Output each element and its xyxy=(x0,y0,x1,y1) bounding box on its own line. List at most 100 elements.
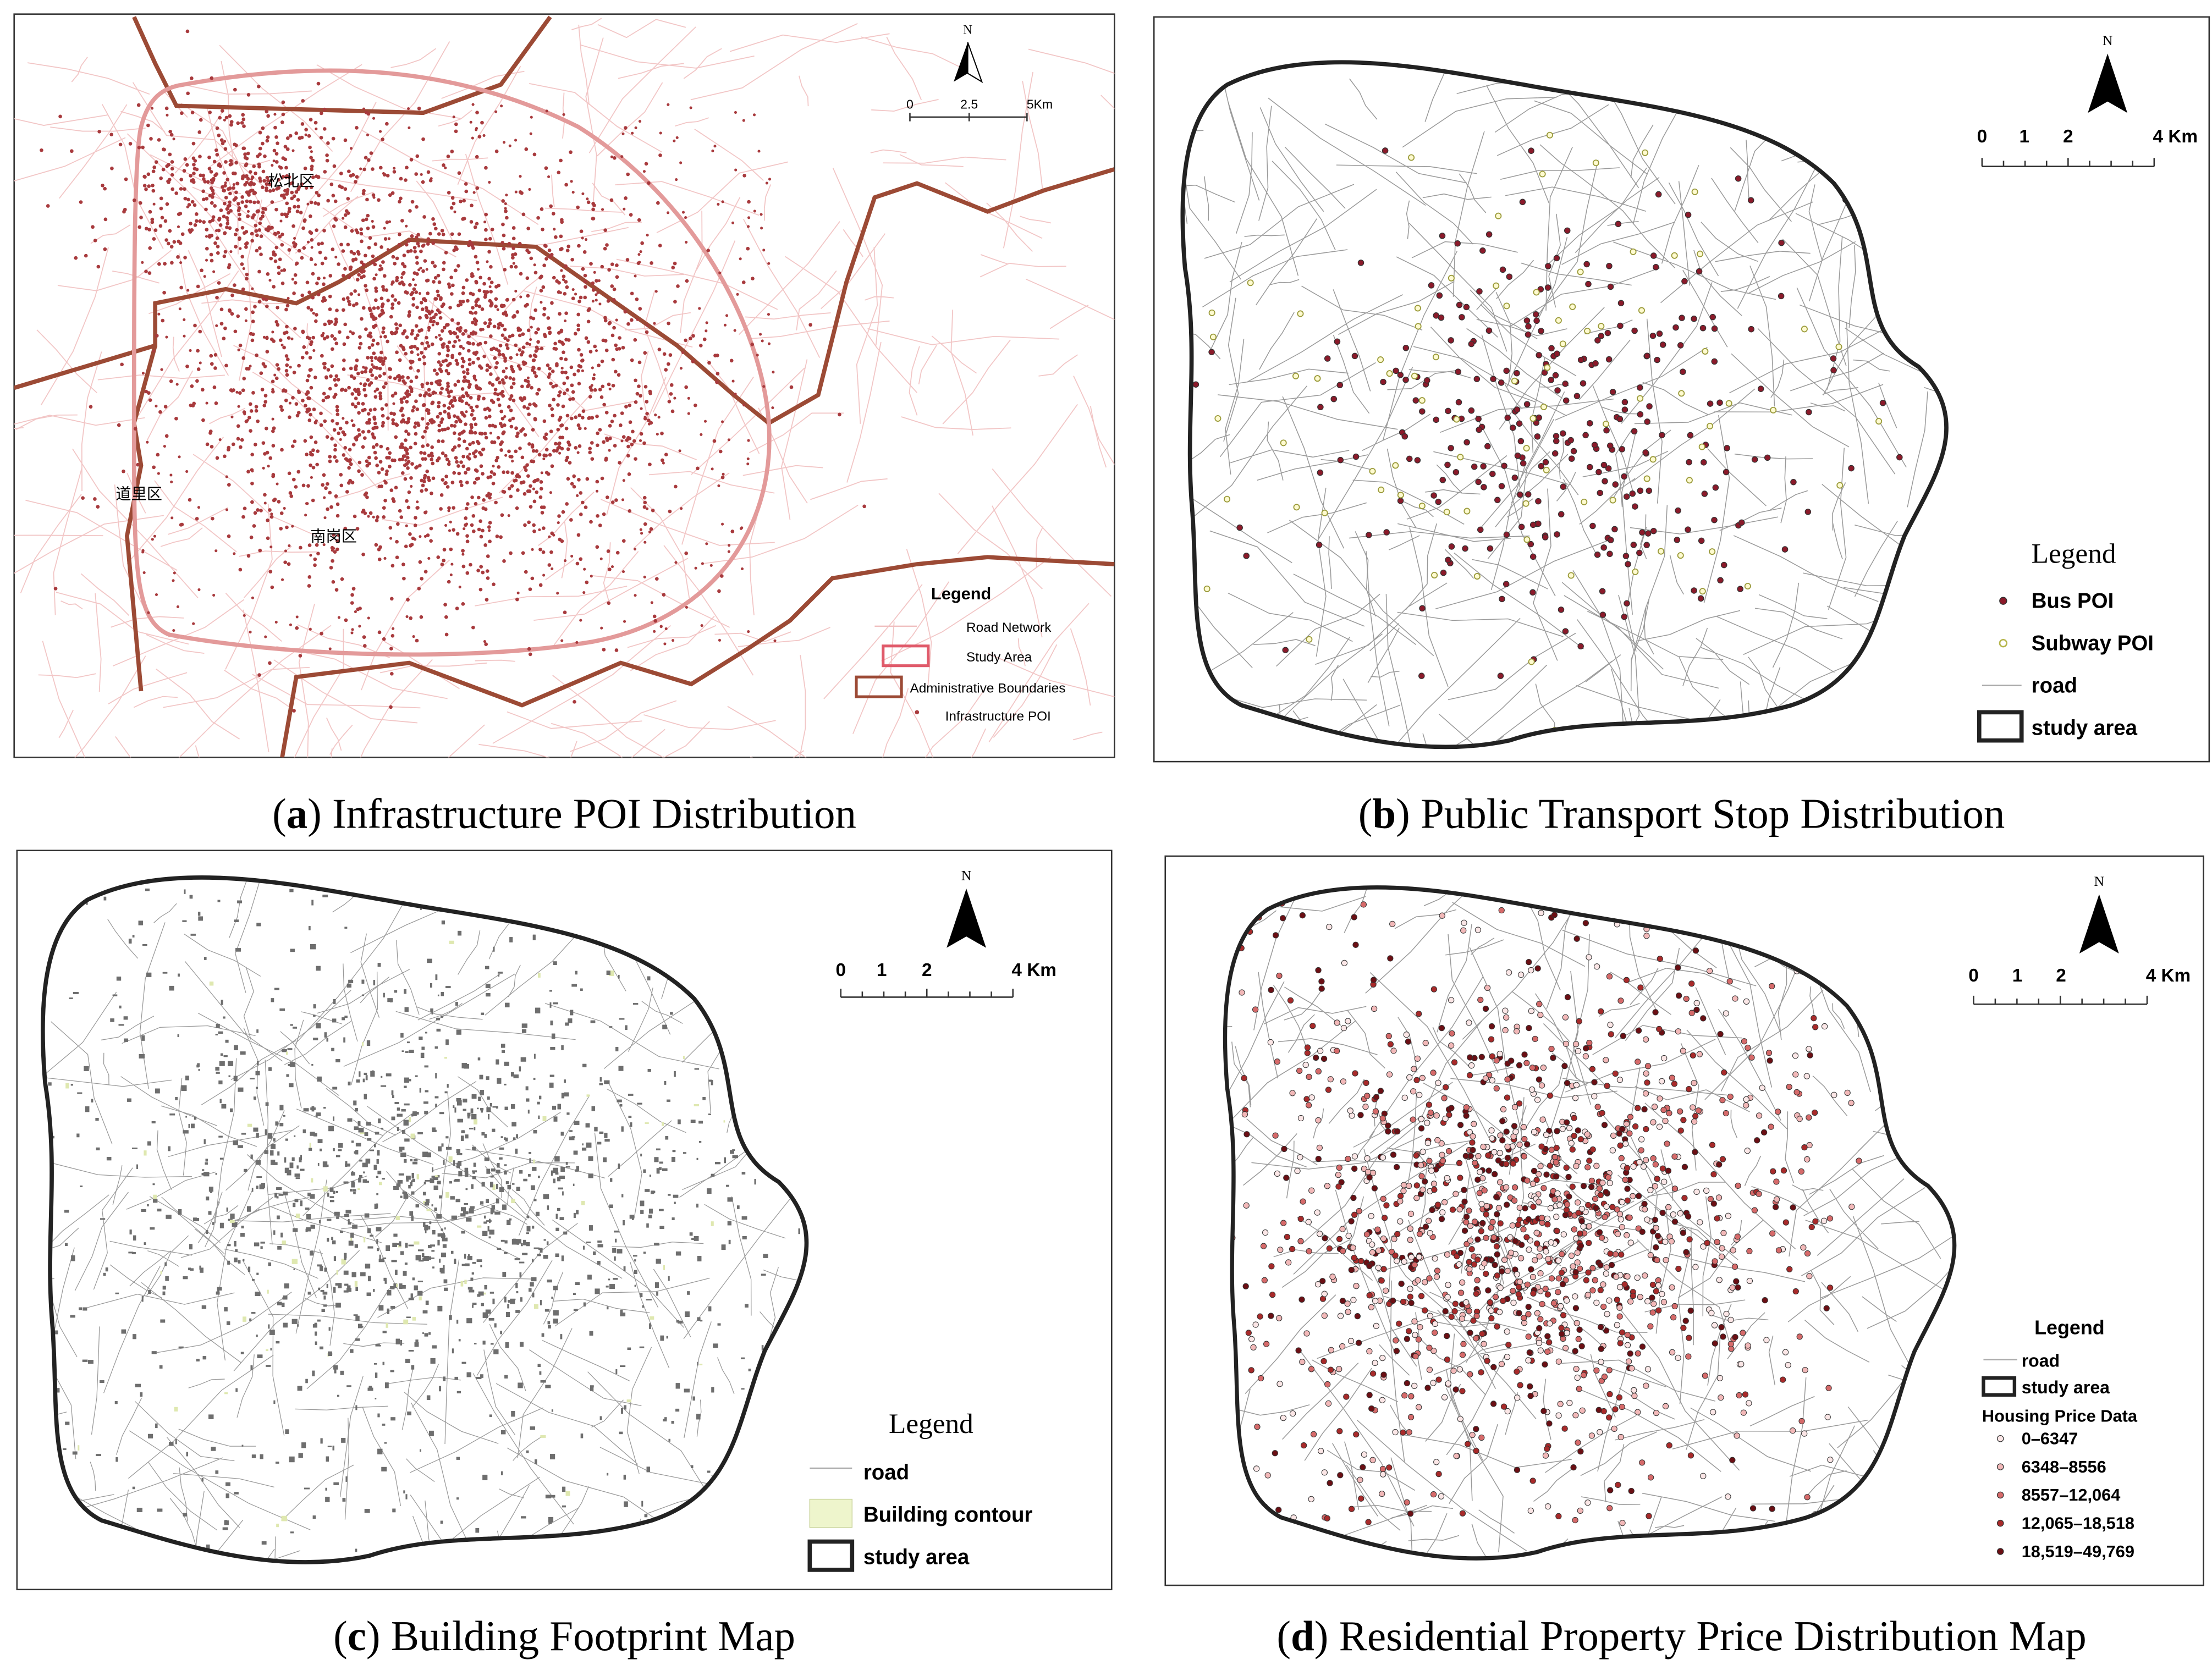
subway-stop xyxy=(1658,548,1665,555)
poi xyxy=(474,318,478,323)
road xyxy=(594,1132,659,1308)
poi xyxy=(488,475,493,479)
poi xyxy=(518,333,522,338)
poi xyxy=(452,528,456,532)
poi xyxy=(588,450,592,455)
poi xyxy=(531,428,535,432)
poi xyxy=(223,118,226,122)
poi xyxy=(367,246,371,250)
road xyxy=(1486,85,1550,203)
poi xyxy=(381,285,385,289)
poi xyxy=(443,427,447,432)
road xyxy=(571,18,602,30)
poi xyxy=(503,310,508,315)
poi xyxy=(573,475,576,478)
poi xyxy=(151,183,155,188)
bus-stop xyxy=(1562,628,1569,635)
poi xyxy=(669,392,673,396)
poi xyxy=(236,437,240,441)
poi xyxy=(550,464,554,468)
road xyxy=(1714,384,1884,413)
poi xyxy=(401,375,405,379)
poi xyxy=(429,316,433,321)
road xyxy=(781,359,808,520)
bus-stop xyxy=(1646,403,1653,410)
poi xyxy=(457,437,461,441)
bus-stop xyxy=(1487,545,1494,552)
poi xyxy=(420,417,425,421)
poi xyxy=(110,166,114,170)
poi xyxy=(323,496,326,499)
poi xyxy=(394,486,398,490)
poi xyxy=(525,463,529,467)
poi xyxy=(222,189,225,192)
road xyxy=(1707,448,1767,506)
poi xyxy=(163,445,166,448)
road xyxy=(860,36,969,71)
poi xyxy=(293,327,297,330)
poi xyxy=(359,341,363,346)
poi xyxy=(516,364,521,368)
poi xyxy=(502,370,506,373)
road xyxy=(284,1021,351,1065)
road xyxy=(1038,354,1078,377)
road xyxy=(412,1515,493,1563)
poi xyxy=(296,205,300,209)
road xyxy=(116,1398,142,1455)
poi xyxy=(422,479,426,484)
poi xyxy=(118,142,123,147)
poi xyxy=(548,372,552,376)
poi xyxy=(141,372,145,375)
poi xyxy=(366,412,371,416)
road xyxy=(184,934,261,977)
poi xyxy=(382,326,386,330)
poi xyxy=(628,437,632,440)
poi xyxy=(721,522,724,526)
poi xyxy=(323,170,327,174)
poi xyxy=(467,243,471,247)
poi xyxy=(576,423,581,427)
poi xyxy=(406,417,411,421)
poi xyxy=(199,118,203,122)
bus-stop xyxy=(1324,355,1331,362)
poi xyxy=(243,156,247,160)
poi xyxy=(354,366,357,370)
scale-label: 5Km xyxy=(1027,97,1053,112)
poi xyxy=(382,172,386,175)
poi xyxy=(437,439,441,443)
poi xyxy=(430,418,434,422)
poi xyxy=(282,345,286,350)
poi xyxy=(715,380,719,384)
poi xyxy=(526,328,531,333)
poi xyxy=(542,457,546,460)
poi xyxy=(205,246,209,251)
poi xyxy=(370,373,375,377)
poi xyxy=(553,228,556,231)
poi xyxy=(489,280,494,285)
poi xyxy=(630,318,634,322)
poi xyxy=(307,543,312,547)
poi xyxy=(146,123,150,128)
bus-stop xyxy=(1611,526,1618,533)
bus-stop xyxy=(1455,399,1462,406)
poi xyxy=(535,449,539,453)
poi xyxy=(747,216,751,219)
road xyxy=(1826,236,1843,390)
poi xyxy=(290,190,294,195)
poi xyxy=(474,322,478,326)
poi xyxy=(450,196,455,200)
poi xyxy=(251,391,255,395)
poi xyxy=(411,409,415,413)
poi xyxy=(509,551,513,555)
bus-stop xyxy=(1659,341,1666,348)
poi xyxy=(412,278,415,281)
poi xyxy=(598,302,602,306)
poi xyxy=(605,495,609,499)
poi xyxy=(393,298,398,302)
poi xyxy=(144,227,148,231)
bus-stop xyxy=(1192,381,1199,388)
poi xyxy=(285,363,289,367)
scale-label: 1 xyxy=(2020,126,2030,147)
road xyxy=(1182,555,1253,669)
road xyxy=(458,930,481,975)
